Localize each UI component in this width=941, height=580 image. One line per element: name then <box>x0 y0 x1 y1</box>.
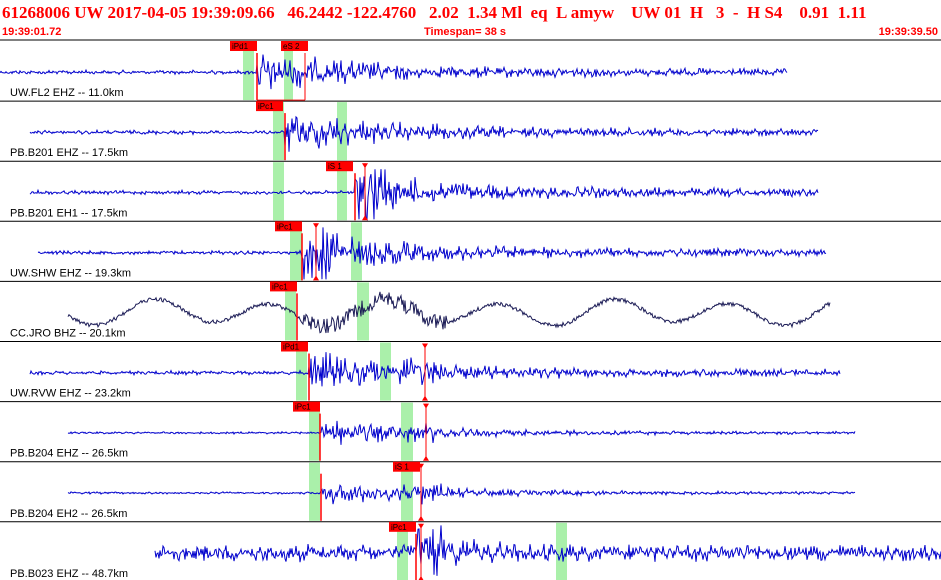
event-summary-title: 61268006 UW 2017-04-05 19:39:09.66 46.24… <box>2 3 867 22</box>
station-label: PB.B204 EH2 -- 26.5km <box>10 508 127 520</box>
pick-window <box>309 402 320 461</box>
pick-flag-label: iPd1 <box>283 343 300 352</box>
pick-flag-label: iPc1 <box>258 102 274 111</box>
waveform-line <box>154 525 941 576</box>
pick-window <box>337 102 347 161</box>
triangle-up-icon <box>362 215 368 221</box>
waveform-line <box>37 227 827 280</box>
triangle-up-icon <box>423 455 429 461</box>
traces-layer: iPd1 eS 2 UW.FL2 EHZ -- 11.0km iPc1 PB.B201 … <box>0 41 941 580</box>
pick-flag[interactable] <box>270 281 297 292</box>
pick-window <box>273 162 284 221</box>
pick-flag-label: iS 1 <box>395 463 409 472</box>
trace-row[interactable]: iPc1 PB.B023 EHZ -- 48.7km <box>0 521 941 580</box>
pick-flag-label: iPc1 <box>295 403 311 412</box>
station-label: PB.B201 EHZ -- 17.5km <box>10 147 128 159</box>
triangle-up-icon <box>313 275 319 281</box>
waveform-line <box>0 54 788 90</box>
pick-flag-label: iPc1 <box>391 523 407 532</box>
trace-row[interactable]: iPc1 CC.JRO BHZ -- 20.1km <box>0 281 941 342</box>
pick-flag[interactable] <box>256 101 283 112</box>
waveform-line <box>67 483 856 505</box>
pick-flag-label: iPd1 <box>232 42 249 51</box>
pick-flag[interactable] <box>389 521 416 532</box>
station-label: PB.B023 EHZ -- 48.7km <box>10 568 128 580</box>
pick-flag-label: eS 2 <box>283 42 300 51</box>
pick-window <box>380 342 391 401</box>
timespan-label: Timespan= 38 s <box>424 26 507 38</box>
pick-flag-label: iPc1 <box>277 222 293 231</box>
pick-flag[interactable] <box>230 41 257 51</box>
trace-row[interactable]: iPd1 UW.RVW EHZ -- 23.2km <box>0 341 941 403</box>
trace-row[interactable]: iS 1 PB.B201 EH1 -- 17.5km <box>0 161 941 222</box>
triangle-down-icon <box>362 163 368 169</box>
pick-flag-label: iS 1 <box>328 162 342 171</box>
pick-window <box>273 102 284 161</box>
triangle-down-icon <box>423 403 429 409</box>
station-label: PB.B201 EH1 -- 17.5km <box>10 207 127 219</box>
waveform-line <box>29 352 841 387</box>
triangle-up-icon <box>418 575 424 580</box>
pick-flag[interactable] <box>393 461 420 472</box>
waveform-line <box>67 291 831 334</box>
trace-row[interactable]: iPd1 eS 2 UW.FL2 EHZ -- 11.0km <box>0 41 941 102</box>
pick-flag[interactable] <box>281 41 308 51</box>
end-time-label: 19:39:39.50 <box>878 26 938 38</box>
event-header: 61268006 UW 2017-04-05 19:39:09.66 46.24… <box>0 0 941 40</box>
station-label: UW.RVW EHZ -- 23.2km <box>10 388 131 400</box>
pick-flag[interactable] <box>275 221 302 232</box>
trace-row[interactable]: iPc1 PB.B201 EHZ -- 17.5km <box>0 101 941 162</box>
waveform-line <box>29 169 819 222</box>
start-time-label: 19:39:01.72 <box>2 26 62 38</box>
triangle-down-icon <box>422 343 428 349</box>
station-label: PB.B204 EHZ -- 26.5km <box>10 448 128 460</box>
trace-row[interactable]: iPc1 UW.SHW EHZ -- 19.3km <box>0 221 941 282</box>
trace-row[interactable]: iS 1 PB.B204 EH2 -- 26.5km <box>0 461 941 523</box>
waveform-line <box>67 420 856 445</box>
triangle-up-icon <box>422 395 428 401</box>
station-label: CC.JRO BHZ -- 20.1km <box>10 328 126 340</box>
waveform-line <box>29 115 819 152</box>
pick-flag[interactable] <box>326 161 353 172</box>
pick-window <box>309 462 320 521</box>
pick-flag[interactable] <box>293 401 320 412</box>
pick-window <box>296 342 307 401</box>
trace-row[interactable]: iPc1 PB.B204 EHZ -- 26.5km <box>0 401 941 463</box>
pick-flag-label: iPc1 <box>272 282 288 291</box>
triangle-up-icon <box>418 515 424 521</box>
station-label: UW.SHW EHZ -- 19.3km <box>10 267 131 279</box>
pick-flag[interactable] <box>281 341 308 352</box>
pick-window <box>243 42 254 101</box>
triangle-down-icon <box>313 223 319 229</box>
station-label: UW.FL2 EHZ -- 11.0km <box>10 87 123 99</box>
triangle-down-icon <box>418 523 424 529</box>
